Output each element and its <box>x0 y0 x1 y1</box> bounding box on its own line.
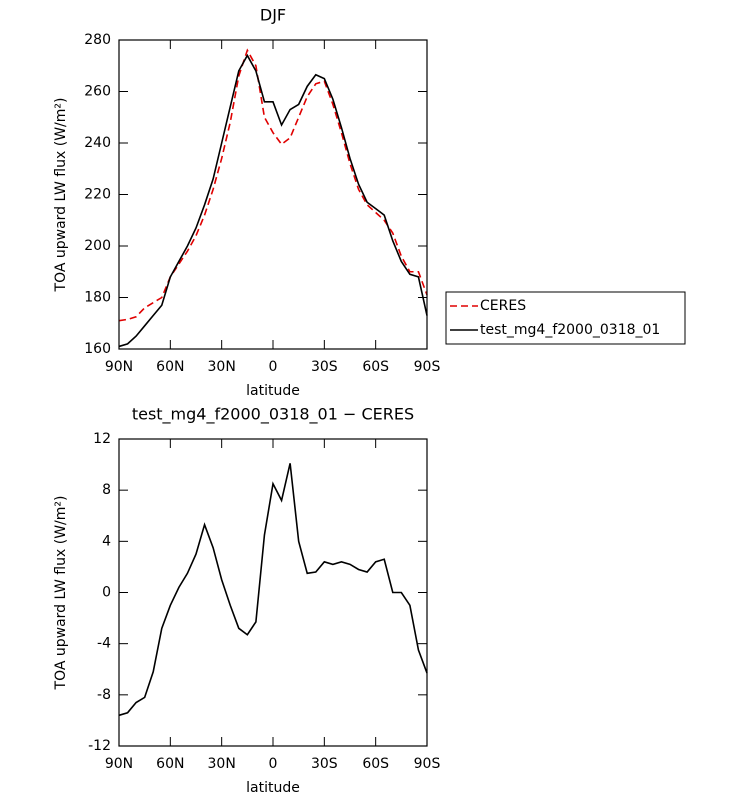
y-tick-label: 4 <box>102 533 111 549</box>
y-tick-label: 240 <box>84 135 111 151</box>
x-tick-label: 90S <box>414 756 441 772</box>
y-tick-label: 160 <box>84 341 111 357</box>
x-tick-label: 60N <box>156 359 184 375</box>
x-tick-label: 90N <box>105 359 133 375</box>
y-axis-label: TOA upward LW flux (W/m²) <box>53 496 69 691</box>
y-tick-label: -8 <box>97 687 111 703</box>
x-axis-label: latitude <box>246 383 300 399</box>
y-tick-label: 180 <box>84 290 111 306</box>
legend-box <box>445 291 686 345</box>
y-tick-label: 280 <box>84 32 111 48</box>
data-line <box>118 53 428 348</box>
y-tick-label: 8 <box>102 482 111 498</box>
x-tick-label: 0 <box>269 359 278 375</box>
y-tick-label: 220 <box>84 187 111 203</box>
x-tick-label: 60N <box>156 756 184 772</box>
y-tick-label: 0 <box>102 585 111 601</box>
legend: CERES test_mg4_f2000_0318_01 <box>445 291 686 345</box>
x-tick-label: 60S <box>362 756 389 772</box>
legend-label: test_mg4_f2000_0318_01 <box>480 322 660 338</box>
y-tick-label: 12 <box>93 431 111 447</box>
y-tick-label: -4 <box>97 636 111 652</box>
data-line <box>118 48 428 322</box>
y-axis-label: TOA upward LW flux (W/m²) <box>53 98 69 293</box>
x-tick-label: 90S <box>414 359 441 375</box>
y-tick-label: -12 <box>88 738 111 754</box>
plot-frame <box>118 39 428 350</box>
x-tick-label: 30S <box>311 359 338 375</box>
chart-title: DJF <box>260 6 286 25</box>
x-tick-label: 90N <box>105 756 133 772</box>
y-tick-label: 200 <box>84 238 111 254</box>
x-axis-label: latitude <box>246 780 300 796</box>
x-tick-label: 30S <box>311 756 338 772</box>
chart-title: test_mg4_f2000_0318_01 − CERES <box>132 405 414 425</box>
x-tick-label: 0 <box>269 756 278 772</box>
x-tick-label: 30N <box>208 359 236 375</box>
data-line <box>118 463 428 717</box>
legend-label: CERES <box>480 298 526 314</box>
plot-frame <box>118 438 428 747</box>
x-tick-label: 30N <box>208 756 236 772</box>
x-tick-label: 60S <box>362 359 389 375</box>
y-tick-label: 260 <box>84 84 111 100</box>
